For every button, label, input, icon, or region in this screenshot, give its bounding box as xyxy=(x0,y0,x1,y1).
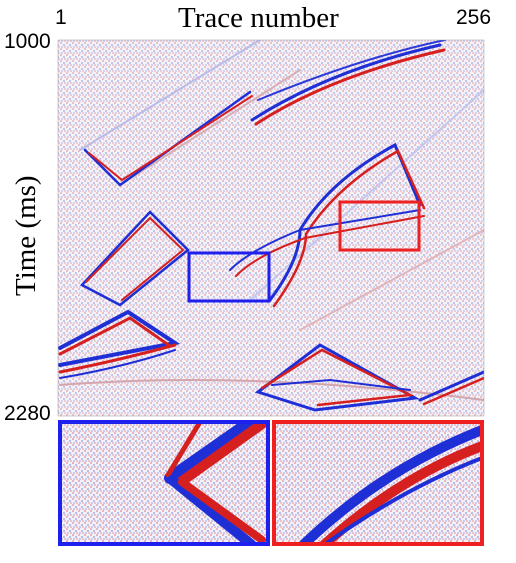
seismic-section xyxy=(57,39,485,417)
x-last-trace-label: 256 xyxy=(456,6,492,29)
x-axis-title: Trace number xyxy=(178,2,339,34)
y-top-time-label: 1000 xyxy=(4,30,51,53)
reflection-events xyxy=(58,40,484,412)
red-zoom-region-box xyxy=(338,200,421,252)
blue-zoom-region-box xyxy=(187,251,271,303)
y-bottom-time-label: 2280 xyxy=(4,402,51,425)
blue-zoom-inset xyxy=(58,420,270,546)
red-zoom-inset xyxy=(272,420,484,546)
x-first-trace-label: 1 xyxy=(55,6,67,29)
